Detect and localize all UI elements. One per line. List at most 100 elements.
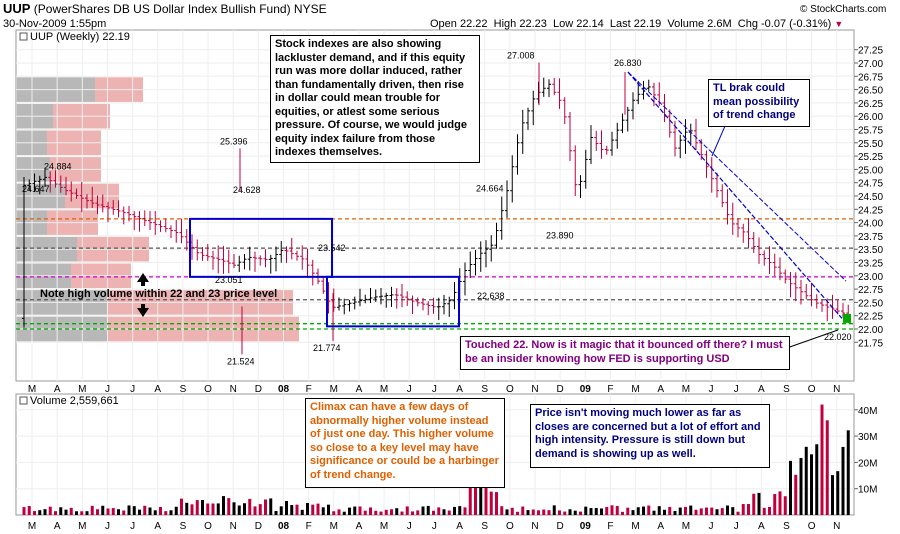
volume-bar xyxy=(573,510,577,515)
volume-bar xyxy=(615,505,619,515)
volume-tick-label: 30M xyxy=(858,432,877,443)
volume-bar xyxy=(841,446,845,515)
date-tick-label: J xyxy=(734,384,739,395)
volume-date-axis: M A M J J A S O N D 08 F M A M J J A S O N D 09 F M A M J J A S O N xyxy=(28,521,841,532)
consolidation-boxes xyxy=(189,217,460,328)
date-tick-label: J xyxy=(734,521,739,532)
volume-bar xyxy=(668,506,672,515)
volume-bar xyxy=(458,506,462,515)
date-tick-label: N xyxy=(230,521,237,532)
volume-bar xyxy=(75,511,78,515)
annotation-climax: Climax can have a few days of abnormally… xyxy=(305,398,505,488)
volume-bar xyxy=(295,504,299,515)
volume-bar xyxy=(589,508,593,515)
volume-bar xyxy=(416,510,420,515)
volume-bar xyxy=(526,510,530,515)
volume-bar xyxy=(720,508,724,515)
date-tick-label: A xyxy=(54,521,61,532)
volume-bar xyxy=(752,493,756,515)
date-tick-label: M xyxy=(631,384,639,395)
price-tick-label: 23.75 xyxy=(858,232,883,243)
date-tick-label: N xyxy=(833,384,840,395)
date-tick-label: J xyxy=(709,384,714,395)
date-tick-label: J xyxy=(407,521,412,532)
trendlines xyxy=(627,71,847,350)
date-tick-label: M xyxy=(631,521,639,532)
date-tick-label: S xyxy=(481,384,488,395)
volume-bar xyxy=(426,505,430,515)
date-tick-label: S xyxy=(783,384,790,395)
volume-bar xyxy=(33,511,36,515)
volume-bar xyxy=(678,507,682,515)
annotation-touched: Touched 22. Now is it magic that it boun… xyxy=(460,336,790,370)
volume-bar xyxy=(810,454,813,515)
volume-bar xyxy=(657,506,661,515)
price-tick-label: 22.50 xyxy=(858,298,883,309)
date-tick-label: S xyxy=(481,521,488,532)
price-tick-label: 24.50 xyxy=(858,192,883,203)
volume-bar xyxy=(495,492,498,515)
volume-bar xyxy=(846,430,850,515)
volume-bar xyxy=(684,506,687,515)
volume-bar xyxy=(211,503,215,515)
date-tick-label: M xyxy=(330,521,338,532)
volume-bar xyxy=(59,507,63,515)
price-tick-label: 25.00 xyxy=(858,165,883,176)
volume-bar xyxy=(264,499,267,515)
arrow-up-icon xyxy=(137,273,149,282)
checkbox-icon[interactable] xyxy=(19,32,28,41)
volume-bar xyxy=(663,509,666,515)
copyright[interactable]: © StockCharts.com xyxy=(800,4,887,15)
price-tick-label: 26.25 xyxy=(858,99,883,110)
volume-bar xyxy=(253,506,257,515)
volume-tick-label: 20M xyxy=(858,458,877,469)
trendline xyxy=(627,71,847,282)
price-label: 23.542 xyxy=(318,243,346,253)
price-label: 23.890 xyxy=(546,230,574,240)
volume-bar xyxy=(673,510,677,515)
volume-bar xyxy=(69,507,73,515)
volume-bar xyxy=(174,506,178,515)
volume-bar xyxy=(316,503,320,515)
checkbox-icon[interactable] xyxy=(19,396,28,405)
date-tick-label: A xyxy=(657,521,664,532)
price-tick-label: 26.75 xyxy=(858,72,883,83)
price-tick-label: 23.25 xyxy=(858,259,883,270)
date-tick-label: O xyxy=(808,521,816,532)
price-tick-label: 21.75 xyxy=(858,338,883,349)
volume-bar xyxy=(484,485,488,515)
volume-bar xyxy=(715,509,719,515)
volume-bar xyxy=(479,484,483,515)
volume-bar xyxy=(820,404,824,515)
volume-bar xyxy=(363,510,367,515)
date-tick-label: J xyxy=(105,521,110,532)
date-tick-label: J xyxy=(130,384,135,395)
volume-bar xyxy=(300,509,304,515)
low-value: 22.14 xyxy=(576,18,604,30)
date-tick-label: M xyxy=(78,384,86,395)
volume-bar xyxy=(552,505,556,515)
date-tick-label: F xyxy=(306,521,312,532)
volume-bar xyxy=(148,507,152,515)
volume-bar xyxy=(804,446,808,515)
annotation-stock-indexes: Stock indexes are also showing lackluste… xyxy=(270,35,480,163)
date-tick-label: O xyxy=(204,384,212,395)
price-label: 24.664 xyxy=(476,183,504,193)
date-tick-label: S xyxy=(783,521,790,532)
price-label: 22.020 xyxy=(824,332,852,342)
volume-bar xyxy=(610,505,614,515)
volume-bar xyxy=(563,511,567,515)
date-tick-label: D xyxy=(255,521,262,532)
price-label: 21.774 xyxy=(313,343,341,353)
volume-bar xyxy=(227,498,231,515)
date-tick-label: N xyxy=(531,384,538,395)
volume-bar xyxy=(306,503,309,515)
volume-bar xyxy=(836,471,840,515)
date-tick-label: 08 xyxy=(278,521,290,532)
price-tick-label: 24.75 xyxy=(858,179,883,190)
high-value: 22.23 xyxy=(519,18,547,30)
date-tick-label: 09 xyxy=(580,521,592,532)
volume-bar xyxy=(468,485,472,515)
date-tick-label: M xyxy=(78,521,86,532)
volume-bar xyxy=(726,505,729,515)
